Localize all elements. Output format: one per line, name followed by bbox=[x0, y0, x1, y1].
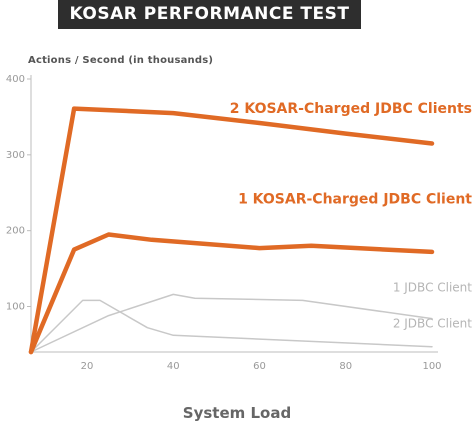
series-label-3: 1 JDBC Client bbox=[393, 280, 472, 294]
series-label-1: 2 KOSAR-Charged JDBC Clients bbox=[230, 101, 472, 117]
series-label-2: 1 KOSAR-Charged JDBC Client bbox=[238, 191, 472, 207]
chart-title-banner: KOSAR PERFORMANCE TEST bbox=[58, 0, 361, 29]
y-tick-label: 200 bbox=[6, 226, 25, 237]
series-label-4: 2 JDBC Client bbox=[393, 317, 472, 331]
y-axis-label: Actions / Second (in thousands) bbox=[28, 55, 214, 66]
y-tick-label: 100 bbox=[6, 302, 25, 313]
x-tick-label: 100 bbox=[422, 361, 441, 372]
series-line-3 bbox=[30, 293, 433, 353]
x-tick-label: 80 bbox=[339, 361, 352, 372]
x-axis-label: System Load bbox=[182, 404, 292, 422]
x-tick-label: 40 bbox=[167, 361, 180, 372]
x-tick-label: 60 bbox=[253, 361, 266, 372]
y-tick-label: 400 bbox=[6, 74, 25, 85]
series-line-4 bbox=[30, 299, 433, 353]
x-tick-label: 20 bbox=[81, 361, 94, 372]
series-line-2 bbox=[28, 232, 435, 355]
series-line-1 bbox=[28, 106, 435, 355]
y-tick-label: 300 bbox=[6, 150, 25, 161]
